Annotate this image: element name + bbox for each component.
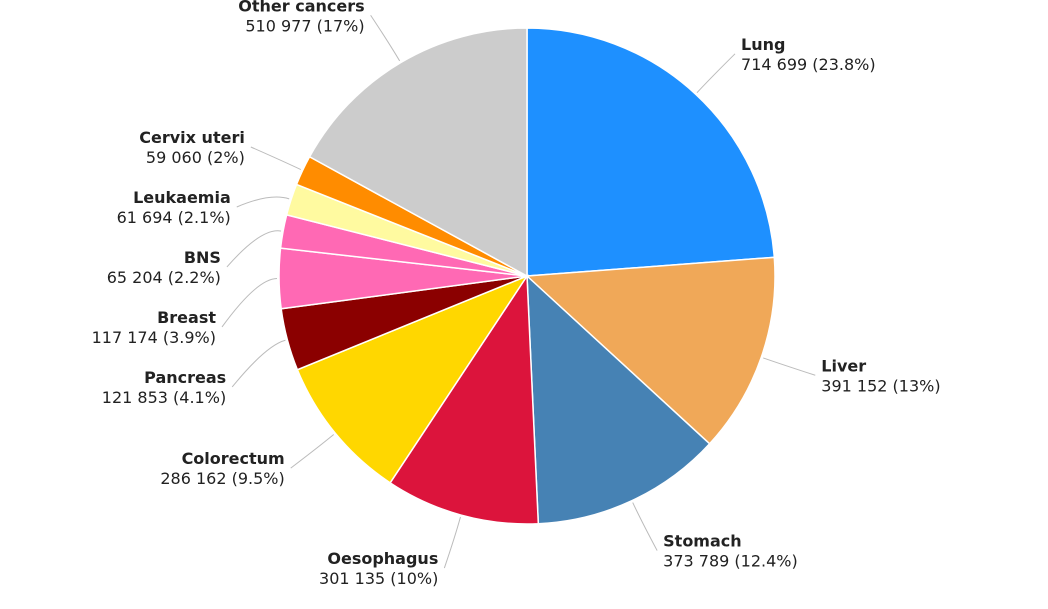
pie-slice: [526, 27, 776, 277]
value-label: 301 135 (10%): [319, 569, 438, 588]
leader-line: [632, 502, 658, 551]
value-label: 510 977 (17%): [245, 16, 364, 35]
pie-slice: [525, 256, 776, 445]
pie-slice: [308, 27, 528, 278]
value-label: 117 174 (3.9%): [92, 328, 216, 347]
value-label: 286 162 (9.5%): [160, 469, 284, 488]
value-label: 61 694 (2.1%): [117, 208, 231, 227]
slice-name: Leukaemia: [133, 188, 231, 207]
leader-line: [290, 434, 335, 469]
value-label: 121 853 (4.1%): [102, 388, 226, 407]
slice-name: Colorectum: [182, 449, 285, 468]
leader-line: [221, 278, 278, 328]
slice-name: BNS: [184, 248, 221, 267]
value-label: 65 204 (2.2%): [107, 268, 221, 287]
slice-name: Breast: [157, 308, 216, 327]
pie-slice: [296, 274, 529, 484]
leader-line: [763, 357, 816, 376]
leader-line: [231, 339, 286, 388]
pie-slice: [526, 274, 711, 525]
value-label: 391 152 (13%): [821, 376, 940, 395]
slice-name: Stomach: [663, 532, 742, 551]
value-label: 373 789 (12.4%): [663, 552, 798, 571]
slice-name: Liver: [821, 356, 866, 375]
leader-line: [236, 196, 290, 208]
value-label: 714 699 (23.8%): [741, 55, 876, 74]
value-label: 59 060 (2%): [146, 148, 245, 167]
leader-line: [250, 146, 302, 171]
slice-name: Other cancers: [238, 0, 364, 15]
slice-name: Oesophagus: [327, 549, 438, 568]
leader-line: [370, 14, 401, 62]
leader-line: [443, 516, 461, 569]
slice-name: Lung: [741, 35, 785, 54]
pie-slice: [389, 273, 540, 525]
leader-line: [226, 230, 282, 268]
leader-line: [696, 53, 736, 94]
slice-name: Cervix uteri: [139, 128, 245, 147]
slice-name: Pancreas: [144, 368, 226, 387]
